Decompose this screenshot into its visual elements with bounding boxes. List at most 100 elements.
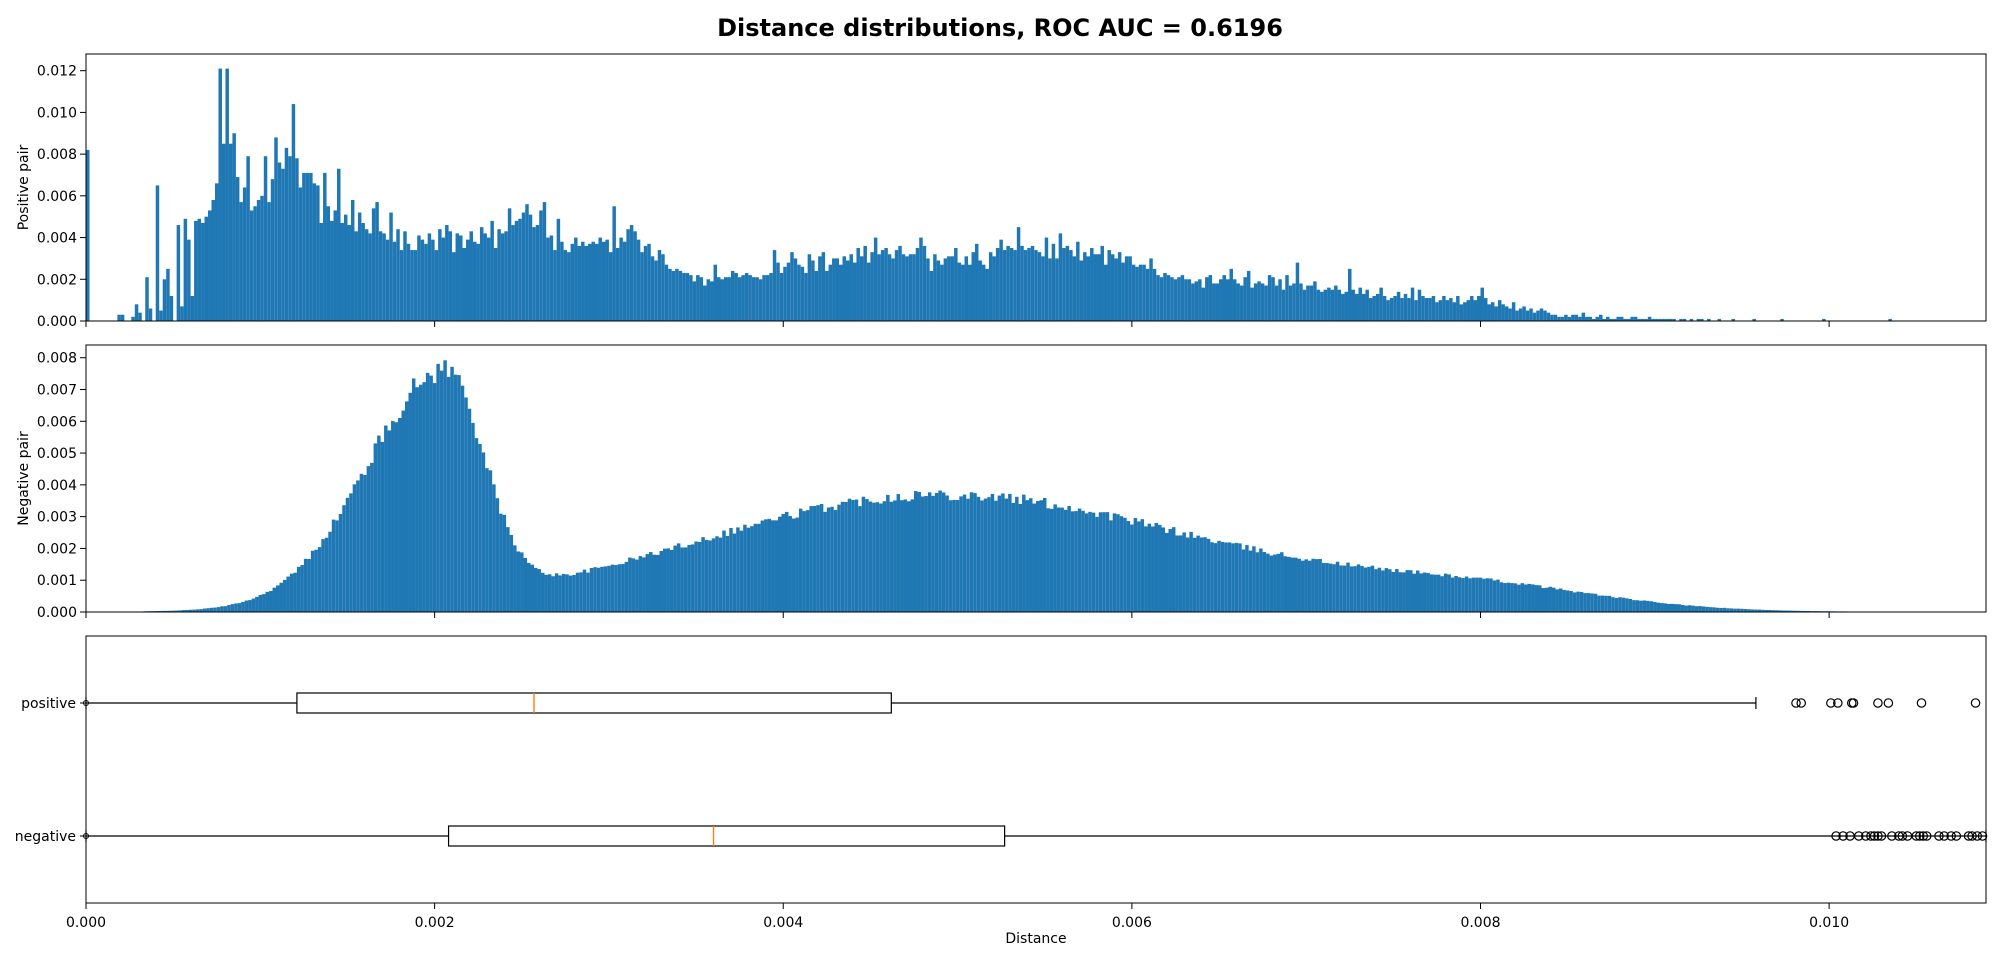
negative-histogram-bar: [533, 567, 538, 612]
positive-histogram-bar: [204, 216, 209, 321]
positive-histogram-bar: [1445, 300, 1450, 321]
negative-histogram-bar: [771, 520, 775, 612]
positive-histogram-bar: [448, 231, 453, 321]
negative-histogram-bar: [328, 531, 332, 612]
negative-histogram-bar: [1001, 493, 1005, 612]
negative-histogram-bar: [1374, 569, 1378, 612]
negative-histogram-bar: [248, 600, 252, 612]
negative-histogram-bar: [1733, 608, 1737, 612]
negative-histogram-bar: [1457, 577, 1462, 612]
negative-histogram-bar: [879, 503, 883, 612]
negative-histogram-bar: [1290, 557, 1294, 612]
positive-histogram-bar: [793, 258, 798, 321]
negative-histogram-bar: [565, 574, 569, 612]
negative-histogram-bar: [987, 497, 991, 612]
negative-histogram-bar: [690, 544, 695, 612]
negative-histogram-bar: [1311, 558, 1315, 612]
positive-histogram-bar: [1285, 275, 1289, 321]
negative-histogram-bar: [840, 501, 845, 612]
negative-histogram-bar: [1551, 587, 1556, 612]
negative-histogram-bar: [1220, 541, 1225, 612]
negative-histogram-bar: [900, 500, 904, 612]
positive-histogram-bar: [420, 239, 425, 321]
positive-histogram-bar: [891, 258, 895, 321]
negative-histogram-bar: [1653, 601, 1657, 612]
positive-histogram-bar: [1232, 279, 1237, 321]
positive-histogram-bar: [1592, 318, 1596, 321]
negative-histogram-bar: [746, 527, 751, 612]
negative-histogram-bar: [1419, 573, 1423, 612]
positive-histogram-bar: [486, 237, 491, 321]
negative-outlier: [1914, 831, 1925, 841]
negative-histogram-bar: [199, 609, 203, 612]
positive-histogram-bar: [943, 258, 948, 321]
positive-histogram-bar: [699, 277, 704, 321]
negative-histogram-bar: [1144, 526, 1148, 612]
negative-histogram-bar: [652, 554, 656, 612]
negative-histogram-bar: [495, 498, 500, 612]
negative-histogram-bar: [202, 608, 207, 612]
positive-histogram-bar: [1351, 289, 1355, 321]
negative-histogram-bar: [321, 539, 325, 612]
negative-histogram-bar: [1687, 605, 1692, 612]
negative-outlier: [1946, 831, 1956, 841]
positive-histogram-bar: [825, 270, 829, 321]
negative-histogram-bar: [1346, 562, 1350, 612]
negative-histogram-bar: [467, 408, 472, 612]
negative-histogram-bar: [492, 484, 496, 612]
positive-histogram-bar: [755, 277, 759, 321]
positive-histogram-bar: [1386, 300, 1390, 321]
positive-histogram-bar: [535, 225, 540, 321]
negative-histogram-bar: [1168, 528, 1172, 612]
negative-histogram-bar: [1039, 500, 1043, 612]
positive-histogram-bar: [1421, 295, 1425, 321]
boxplot-elements: [83, 692, 1988, 847]
negative-histogram-bar: [1102, 512, 1106, 612]
negative-histogram-bar: [471, 422, 475, 612]
negative-histogram-bar: [1356, 564, 1361, 612]
negative-histogram-bar: [432, 383, 437, 612]
x-axis-label: Distance: [1005, 931, 1066, 947]
negative-histogram-bar: [582, 569, 587, 612]
positive-histogram-bar: [525, 204, 529, 321]
negative-histogram-bar: [778, 516, 782, 612]
positive-histogram-bar: [295, 158, 299, 321]
positive-histogram-bar: [1661, 318, 1666, 321]
negative-histogram-bar: [436, 363, 440, 612]
negative-histogram-bar: [537, 569, 541, 612]
negative-histogram-bar: [418, 384, 423, 612]
positive-histogram-bar: [472, 241, 477, 321]
negative-histogram-bar: [833, 509, 838, 612]
negative-histogram-bar: [509, 534, 514, 612]
negative-histogram-bar: [255, 596, 259, 612]
positive-histogram-bar: [291, 104, 296, 321]
negative-histogram-bar: [1656, 602, 1661, 612]
positive-histogram-bar: [1717, 318, 1722, 321]
positive-histogram-bar: [1466, 300, 1471, 321]
negative-outlier: [1918, 831, 1929, 841]
negative-histogram-bar: [1227, 542, 1232, 612]
negative-histogram-bar: [1384, 568, 1389, 612]
negative-histogram-bar: [1635, 600, 1640, 612]
positive-histogram-bar: [720, 279, 724, 321]
negative-histogram-bar: [889, 501, 894, 612]
negative-histogram-bar: [718, 537, 723, 612]
negative-histogram-bar: [1342, 565, 1347, 612]
positive-histogram-bar: [1097, 254, 1101, 321]
positive-histogram-bar: [201, 222, 205, 321]
positive-histogram-bar: [929, 270, 934, 321]
positive-histogram-bar: [528, 214, 533, 321]
positive-histogram-bar: [1477, 295, 1481, 321]
positive-histogram-bar: [194, 220, 198, 321]
positive-histogram-bar: [1055, 258, 1059, 321]
positive-histogram-bar: [936, 260, 941, 321]
positive-histogram-bar: [1062, 247, 1066, 321]
positive-bars: [86, 68, 1892, 321]
positive-histogram-bar: [1194, 281, 1199, 321]
positive-histogram-bar: [1309, 285, 1314, 321]
positive-y-ticks: 0.000 0.002 0.004 0.006 0.008 0.010 0.012: [37, 64, 86, 330]
positive-histogram-bar: [427, 233, 432, 321]
positive-histogram-bar: [1288, 285, 1293, 321]
negative-histogram-bar: [645, 554, 650, 612]
negative-histogram-bar: [823, 511, 827, 612]
